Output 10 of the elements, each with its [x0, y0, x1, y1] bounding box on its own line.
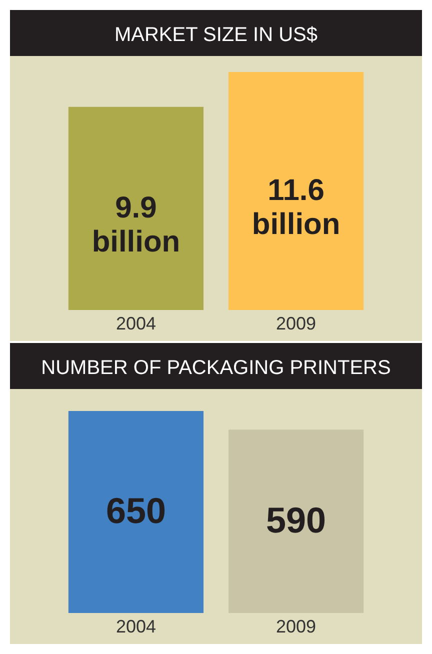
x-tick-label: 2009: [276, 314, 316, 334]
x-tick-label: 2004: [116, 314, 156, 334]
data-label: 590: [266, 499, 326, 540]
data-label: 11.6 billion: [252, 174, 340, 241]
chart-title: NUMBER OF PACKAGING PRINTERS: [10, 343, 422, 389]
x-tick-label: 2004: [116, 616, 156, 636]
chart-title: MARKET SIZE IN US$: [10, 10, 422, 56]
data-label: 9.9 billion: [92, 191, 180, 258]
data-label: 650: [106, 490, 166, 531]
x-tick-label: 2009: [276, 616, 316, 636]
